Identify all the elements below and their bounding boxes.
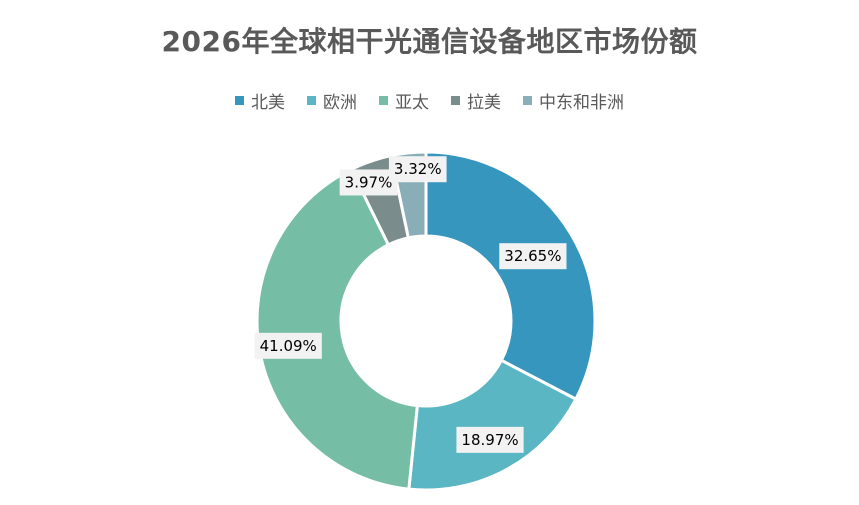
label-asia-pacific: 41.09% bbox=[254, 332, 322, 359]
legend-label: 中东和非洲 bbox=[539, 93, 624, 113]
doughnut-data-labels: 32.65% 18.97% 41.09% 3.97%3.32% bbox=[254, 156, 567, 453]
chart-title: 2026年全球相干光通信设备地区市场份额 bbox=[161, 25, 698, 58]
legend-item-latin-america: 拉美 bbox=[451, 88, 501, 113]
data-label-background bbox=[339, 169, 398, 196]
doughnut-slices bbox=[255, 150, 597, 492]
data-label-text: 41.09% bbox=[260, 337, 317, 355]
label-europe: 18.97% bbox=[456, 426, 524, 453]
slice-asia-pacific bbox=[255, 167, 420, 491]
data-label-background bbox=[456, 426, 524, 453]
data-label-background bbox=[499, 243, 567, 270]
legend-item-europe: 欧洲 bbox=[307, 88, 357, 113]
label-latin-america: 3.97% bbox=[339, 169, 398, 196]
legend-item-asia-pacific: 亚太 bbox=[379, 88, 429, 113]
legend-item-north-america: 北美 bbox=[235, 88, 285, 113]
slice-europe bbox=[407, 358, 578, 492]
data-label-text: 18.97% bbox=[461, 431, 518, 449]
legend-swatch bbox=[451, 96, 460, 105]
legend-item-middle-east-africa: 中东和非洲 bbox=[523, 88, 624, 113]
chart-legend: 北美 欧洲 亚太 拉美 中东和非洲 bbox=[0, 88, 859, 113]
data-label-background bbox=[254, 332, 322, 359]
data-label-text: 3.32% bbox=[394, 160, 442, 178]
slice-north-america bbox=[424, 150, 597, 402]
legend-label: 欧洲 bbox=[323, 93, 357, 113]
label-north-america: 32.65% bbox=[499, 243, 567, 270]
legend-swatch bbox=[235, 96, 244, 105]
legend-label: 北美 bbox=[251, 93, 285, 113]
legend-label: 拉美 bbox=[467, 93, 501, 113]
legend-swatch bbox=[307, 96, 316, 105]
legend-swatch bbox=[379, 96, 388, 105]
data-label-text: 3.97% bbox=[345, 173, 393, 191]
legend-label: 亚太 bbox=[395, 93, 429, 113]
label-middle-east-africa: 3.32% bbox=[388, 156, 447, 183]
data-label-text: 32.65% bbox=[504, 247, 561, 265]
legend-swatch bbox=[523, 96, 532, 105]
data-label-background bbox=[388, 156, 447, 183]
